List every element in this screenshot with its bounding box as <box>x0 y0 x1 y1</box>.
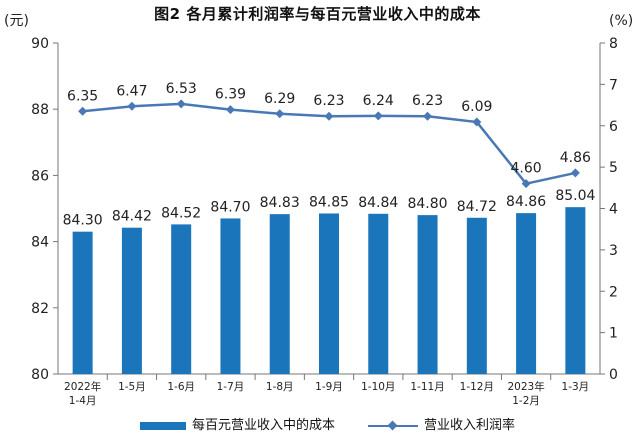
right-tick-label: 7 <box>609 77 618 93</box>
bar-value-label: 84.83 <box>260 195 300 211</box>
bar <box>417 215 438 374</box>
line-point <box>176 99 186 109</box>
left-tick-label: 90 <box>31 36 49 52</box>
bar <box>368 213 389 374</box>
line-value-label: 4.60 <box>511 161 542 177</box>
left-tick-label: 80 <box>31 367 49 383</box>
x-tick-label: 1-7月 <box>217 381 245 393</box>
left-tick-label: 84 <box>31 235 49 251</box>
bar-value-label: 85.04 <box>555 188 595 204</box>
legend-line-swatch <box>368 421 418 431</box>
left-tick-label: 86 <box>31 168 49 184</box>
legend-bar-label: 每百元营业收入中的成本 <box>192 418 336 433</box>
right-tick-label: 5 <box>609 160 618 176</box>
x-tick-label: 1-3月 <box>562 381 590 393</box>
x-tick-label: 1-2月 <box>512 395 540 407</box>
right-tick-label: 6 <box>609 119 618 135</box>
x-tick-label: 1-8月 <box>266 381 294 393</box>
chart-title: 图2 各月累计利润率与每百元营业收入中的成本 <box>154 5 481 23</box>
x-tick-label: 1-5月 <box>118 381 146 393</box>
line-value-label: 6.23 <box>313 93 344 109</box>
line-value-label: 6.29 <box>264 91 295 107</box>
right-tick-label: 1 <box>609 326 618 342</box>
bar <box>466 217 487 374</box>
bar <box>269 214 290 374</box>
line-point <box>275 109 285 119</box>
x-tick-label: 1-11月 <box>410 381 444 393</box>
bar <box>72 231 93 374</box>
x-tick-label: 1-9月 <box>315 381 343 393</box>
left-tick-label: 88 <box>31 102 49 118</box>
line-point <box>472 117 482 127</box>
left-tick-label: 82 <box>31 301 49 317</box>
x-tick-label: 2022年 <box>64 380 101 393</box>
bar <box>319 213 339 374</box>
line-point <box>78 106 88 116</box>
legend-bar-swatch <box>140 421 186 430</box>
line-point <box>521 179 531 189</box>
right-tick-label: 4 <box>609 202 618 218</box>
legend-line-label: 营业收入利润率 <box>424 418 516 433</box>
bar <box>220 218 241 374</box>
left-axis-unit: (元) <box>4 13 29 29</box>
line-point <box>373 111 383 121</box>
bar-value-label: 84.84 <box>358 195 398 211</box>
right-tick-label: 2 <box>609 284 618 300</box>
right-tick-label: 3 <box>609 243 618 259</box>
line-value-label: 6.23 <box>412 93 443 109</box>
x-tick-label: 2023年 <box>507 380 544 393</box>
legend-item-bar: 每百元营业收入中的成本 <box>140 414 335 433</box>
x-tick-label: 1-6月 <box>167 381 195 393</box>
bar <box>516 213 537 374</box>
line-value-label: 6.24 <box>363 93 394 109</box>
bar-value-label: 84.86 <box>506 194 546 210</box>
right-tick-label: 0 <box>609 367 618 383</box>
legend-item-line: 营业收入利润率 <box>368 414 515 433</box>
line-point <box>570 168 580 178</box>
right-axis-unit: (%) <box>609 13 633 29</box>
x-tick-label: 1-12月 <box>460 381 494 393</box>
line-value-label: 6.09 <box>461 99 492 115</box>
x-tick-label: 1-10月 <box>361 381 395 393</box>
bar-value-label: 84.72 <box>457 199 497 215</box>
line-point <box>225 105 235 115</box>
line-value-label: 6.47 <box>116 83 147 99</box>
bar <box>565 207 586 374</box>
bar <box>121 227 142 374</box>
bar-value-label: 84.85 <box>309 194 349 210</box>
line-value-label: 6.35 <box>67 88 98 104</box>
x-tick-label: 1-4月 <box>69 395 97 407</box>
line-point <box>324 111 334 121</box>
bar-value-label: 84.30 <box>63 213 103 229</box>
line-point <box>423 111 433 121</box>
bar-value-label: 84.70 <box>210 199 250 215</box>
line-point <box>127 101 137 111</box>
line-value-label: 4.86 <box>560 150 591 166</box>
bar-value-label: 84.52 <box>161 205 201 221</box>
bar-value-label: 84.42 <box>112 209 152 225</box>
line-value-label: 6.53 <box>166 81 197 97</box>
line-value-label: 6.39 <box>215 87 246 103</box>
right-tick-label: 8 <box>609 36 618 52</box>
bar-value-label: 84.80 <box>407 196 447 212</box>
bar <box>171 224 192 374</box>
